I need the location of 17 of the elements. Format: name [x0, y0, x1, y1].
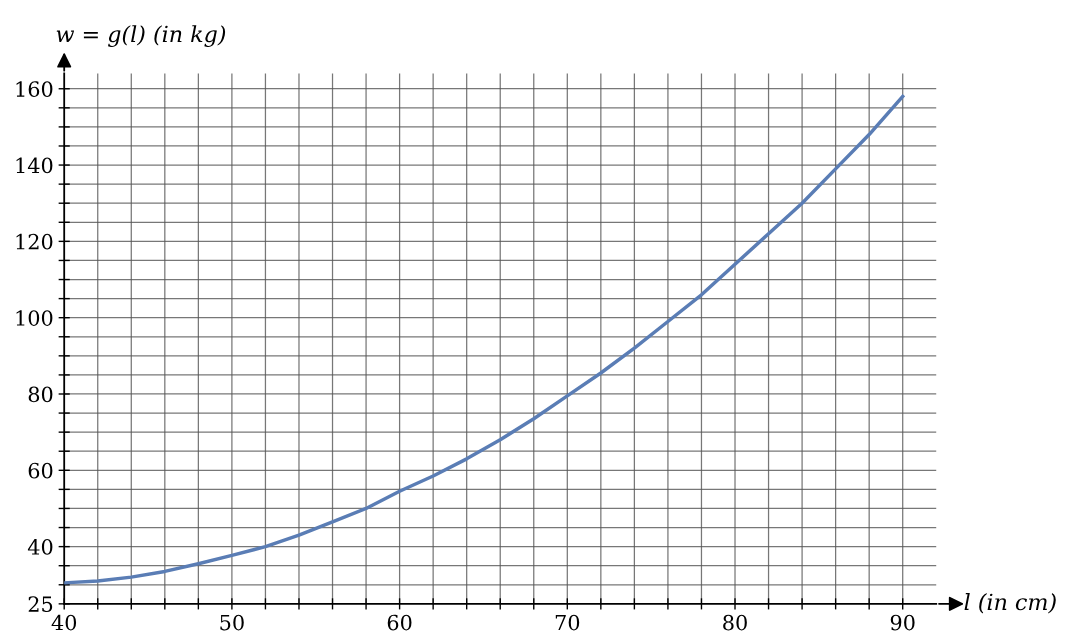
y-tick-label: 60 — [28, 462, 53, 479]
x-tick-label: 40 — [51, 614, 77, 631]
y-axis-title: w = g(l) (in kg) — [56, 25, 226, 47]
x-tick-label: 90 — [890, 614, 915, 631]
y-tick-label: 40 — [27, 539, 53, 555]
x-axis-title: l (in cm) — [964, 593, 1056, 614]
x-tick-label: 70 — [555, 614, 580, 631]
y-tick-label: 100 — [16, 310, 53, 326]
line-series — [64, 94, 905, 585]
y-tick-label: 140 — [16, 157, 53, 174]
y-tick-label: 120 — [16, 233, 53, 250]
x-tick-label: 50 — [220, 614, 244, 631]
y-tick-label: 80 — [28, 386, 53, 403]
y-tick-label: 25 — [28, 596, 53, 613]
x-tick-label: 80 — [723, 614, 747, 631]
x-tick-label: 60 — [387, 614, 412, 631]
y-tick-label: 160 — [16, 81, 53, 97]
